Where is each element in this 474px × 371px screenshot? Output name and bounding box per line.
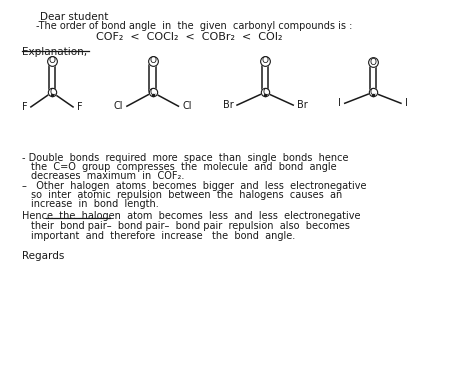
Text: O: O	[262, 56, 269, 65]
Text: so  inter  atomic  repulsion  between  the  halogens  causes  an: so inter atomic repulsion between the ha…	[31, 190, 342, 200]
Text: F: F	[77, 102, 82, 112]
Text: F: F	[21, 102, 27, 112]
Text: Cl: Cl	[114, 101, 123, 111]
Text: C: C	[370, 88, 376, 97]
Text: decreases  maximum  in  COF₂.: decreases maximum in COF₂.	[31, 171, 184, 181]
Text: the  C=O  group  compresses  the  molecule  and  bond  angle: the C=O group compresses the molecule an…	[31, 162, 337, 172]
Text: Cl: Cl	[182, 101, 191, 111]
Text: –   Other  halogen  atoms  becomes  bigger  and  less  electronegative: – Other halogen atoms becomes bigger and…	[21, 181, 366, 191]
Text: -The order of bond angle  in  the  given  carbonyl compounds is :: -The order of bond angle in the given ca…	[36, 21, 352, 31]
Text: O: O	[149, 56, 156, 65]
Text: their  bond pair–  bond pair–  bond pair  repulsion  also  becomes: their bond pair– bond pair– bond pair re…	[31, 221, 350, 231]
Text: I: I	[338, 98, 341, 108]
Text: C: C	[49, 88, 55, 97]
Text: O: O	[48, 56, 55, 65]
Text: Dear student: Dear student	[40, 12, 109, 22]
Text: - Double  bonds  required  more  space  than  single  bonds  hence: - Double bonds required more space than …	[21, 152, 348, 162]
Text: I: I	[405, 98, 408, 108]
Text: Hence  the  halogen  atom  becomes  less  and  less  electronegative: Hence the halogen atom becomes less and …	[21, 211, 360, 221]
Text: O: O	[369, 58, 376, 67]
Text: important  and  therefore  increase   the  bond  angle.: important and therefore increase the bon…	[31, 231, 295, 241]
Text: increase  in  bond  length.: increase in bond length.	[31, 199, 159, 209]
Text: Regards: Regards	[21, 251, 64, 261]
Text: Br: Br	[297, 100, 308, 110]
Text: Explanation,: Explanation,	[21, 47, 87, 58]
Text: Br: Br	[222, 100, 233, 110]
Text: C: C	[150, 88, 155, 97]
Text: COF₂  <  COCl₂  <  COBr₂  <  COI₂: COF₂ < COCl₂ < COBr₂ < COI₂	[97, 32, 283, 42]
Text: C: C	[262, 88, 268, 97]
